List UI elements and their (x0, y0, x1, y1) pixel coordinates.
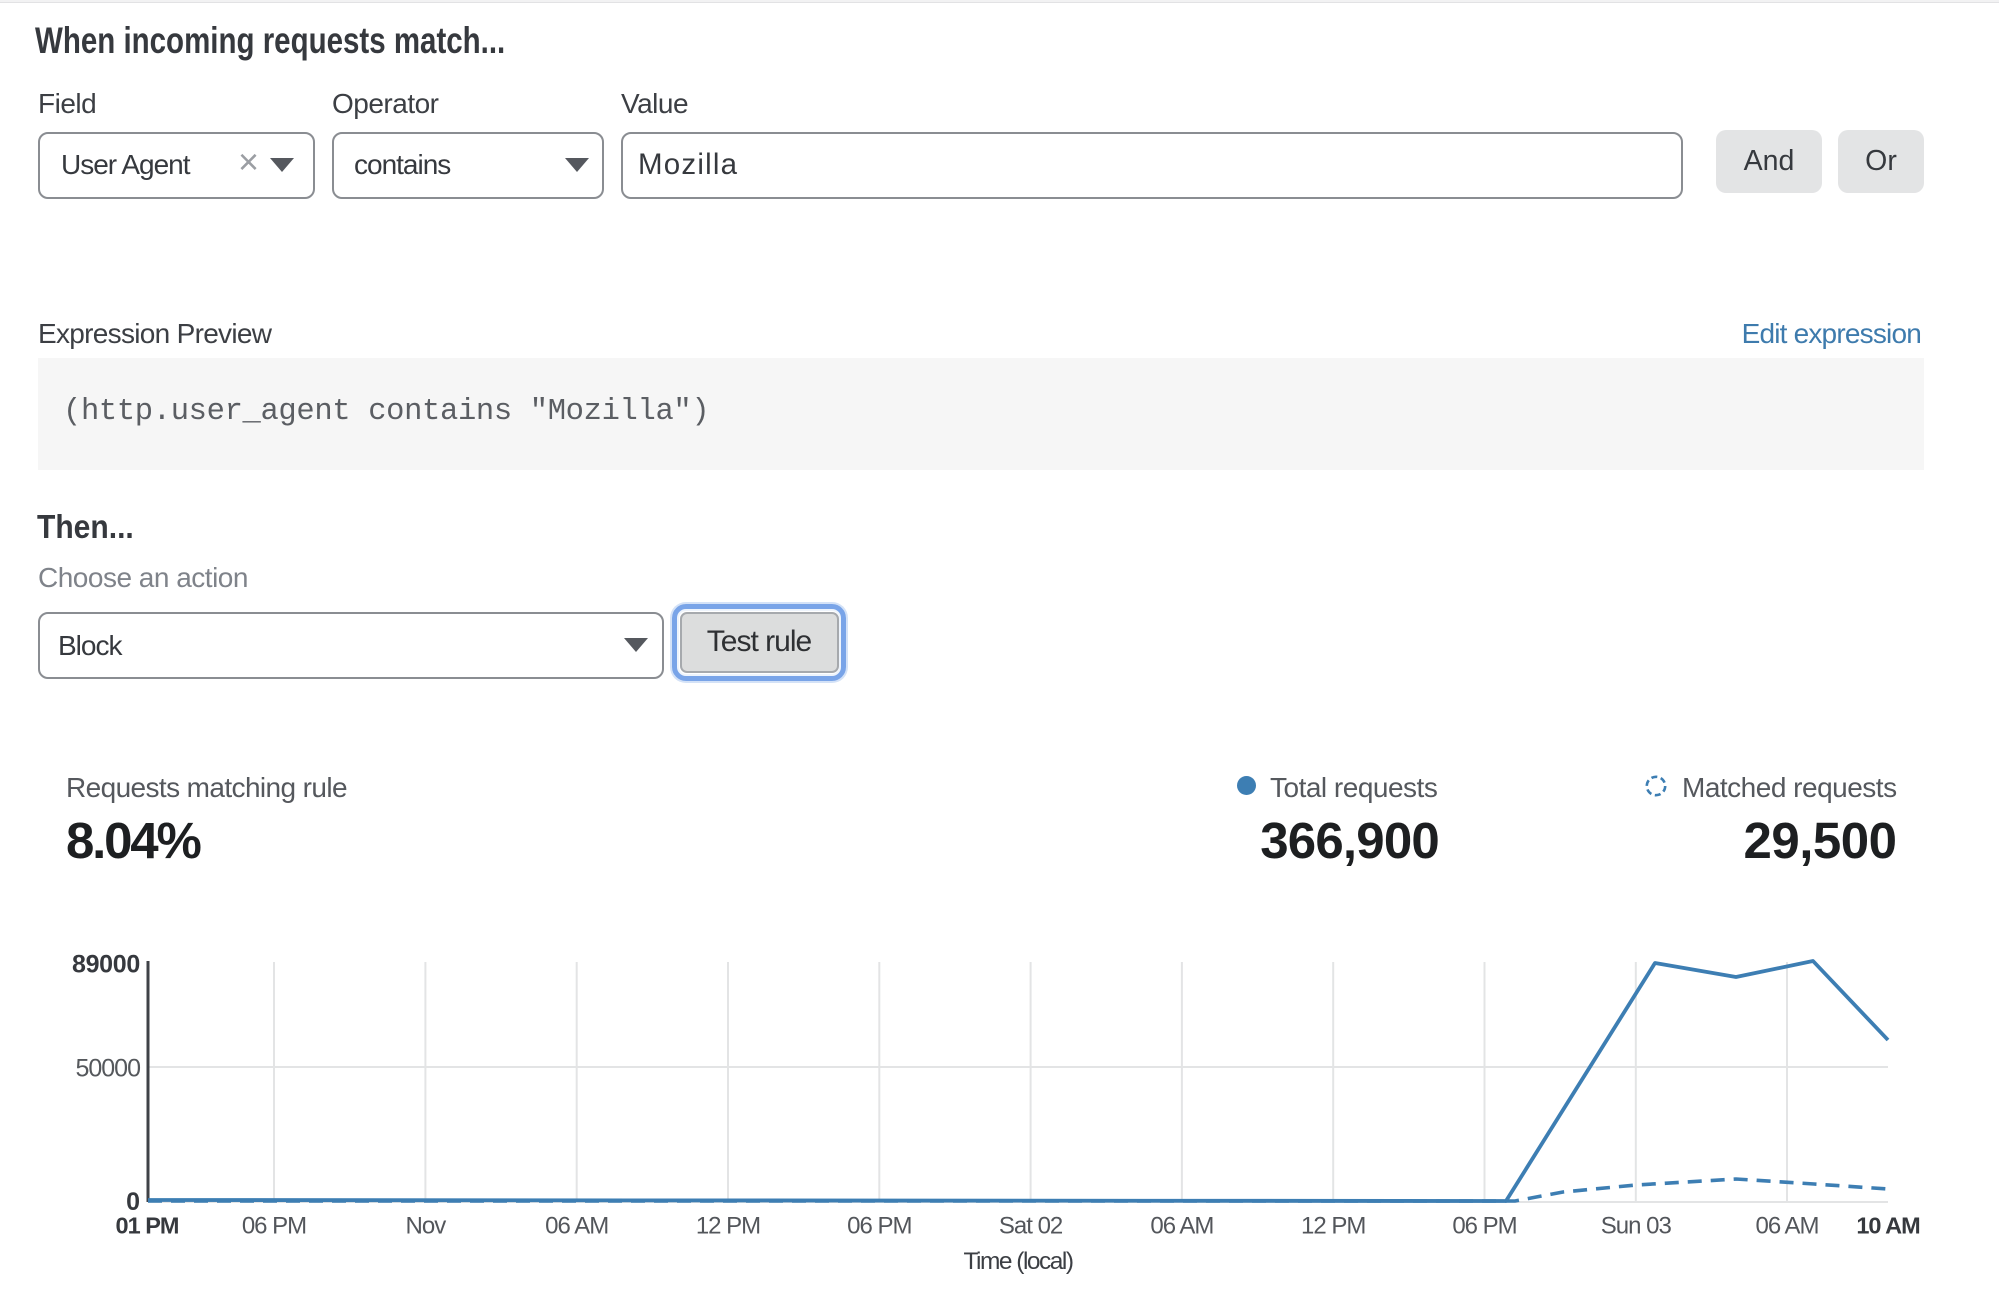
svg-text:50000: 50000 (75, 1055, 140, 1083)
svg-text:Sat 02: Sat 02 (999, 1213, 1063, 1240)
svg-text:06 AM: 06 AM (1755, 1213, 1818, 1240)
svg-text:12 PM: 12 PM (696, 1213, 760, 1240)
svg-text:06 PM: 06 PM (1452, 1213, 1516, 1240)
svg-text:06 AM: 06 AM (1150, 1213, 1213, 1240)
svg-text:10 AM: 10 AM (1856, 1213, 1919, 1239)
svg-text:06 PM: 06 PM (847, 1213, 911, 1240)
svg-text:01 PM: 01 PM (116, 1213, 179, 1239)
svg-text:06 PM: 06 PM (242, 1213, 306, 1240)
svg-text:12 PM: 12 PM (1301, 1213, 1365, 1240)
svg-text:Sun 03: Sun 03 (1601, 1213, 1672, 1240)
svg-text:06 AM: 06 AM (545, 1213, 608, 1240)
svg-text:Nov: Nov (406, 1213, 447, 1240)
svg-text:0: 0 (126, 1188, 140, 1216)
svg-text:89000: 89000 (72, 951, 140, 979)
svg-text:Time (local): Time (local) (963, 1248, 1072, 1275)
